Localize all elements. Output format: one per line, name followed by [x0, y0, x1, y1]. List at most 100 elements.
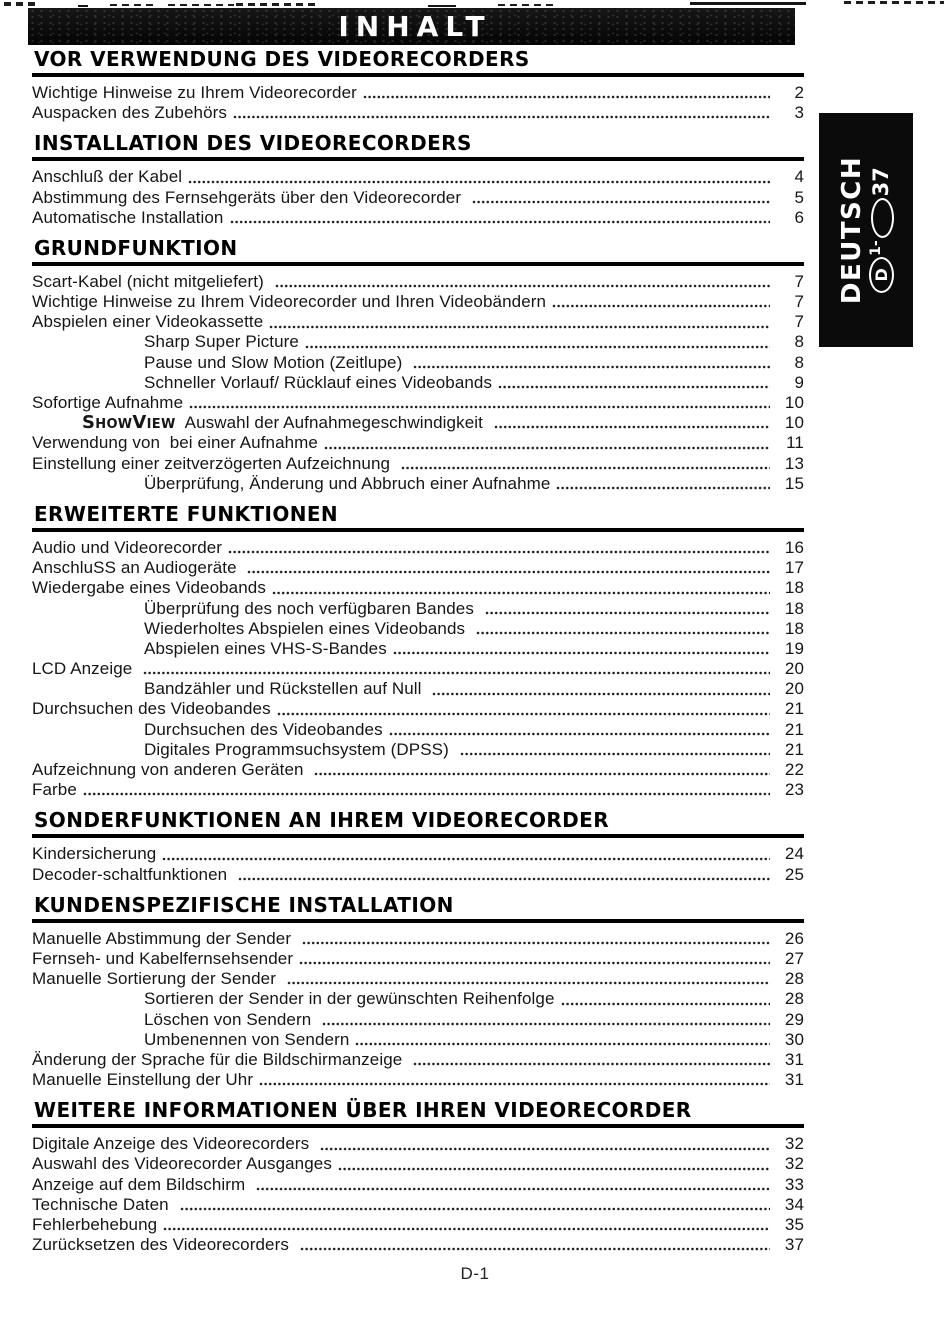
entry-label: Abspielen eines VHS-S-Bandes	[144, 638, 387, 658]
toc-entry: Automatische Installation 6	[32, 208, 804, 228]
dot-leader	[247, 569, 770, 576]
page-number: 15	[784, 473, 804, 493]
dot-leader	[498, 384, 770, 391]
section-heading: ERWEITERTE FUNKTIONEN	[32, 503, 804, 532]
scan-artifact	[690, 2, 806, 5]
showview-logo: ShowView	[82, 412, 176, 434]
page-number: 8	[794, 352, 804, 372]
entry-label: Sortieren der Sender in der gewünschten …	[144, 989, 555, 1009]
page-number: 11	[786, 433, 804, 453]
dot-leader	[362, 94, 770, 101]
dot-leader	[256, 1185, 770, 1192]
page-number: 24	[784, 844, 804, 864]
page-number: 20	[784, 679, 804, 699]
page-range-from: 1-	[868, 240, 885, 256]
oval-mark-icon	[871, 198, 895, 239]
toc-entry: Auswahl des Videorecorder Ausganges 32	[32, 1154, 804, 1175]
toc-section: WEITERE INFORMATIONEN ÜBER IHREN VIDEORE…	[32, 1099, 804, 1255]
entry-label: Abspielen einer Videokassette	[32, 312, 264, 332]
page-number: 23	[784, 780, 804, 800]
scan-artifact	[236, 3, 316, 6]
dot-leader	[475, 629, 770, 636]
dot-leader	[228, 549, 770, 556]
entry-label: Sharp Super Picture	[144, 332, 299, 352]
page-number: 32	[784, 1154, 804, 1174]
page-number: 17	[784, 558, 804, 578]
dot-leader	[471, 198, 770, 205]
dot-leader	[388, 730, 770, 737]
dot-leader	[299, 960, 770, 967]
dot-leader	[269, 323, 770, 330]
entry-label: Scart-Kabel (nicht mitgeliefert)	[32, 271, 269, 291]
dot-leader	[337, 1165, 770, 1172]
scan-artifact	[110, 4, 158, 6]
page-number: 21	[784, 699, 804, 719]
toc-entry: Manuelle Sortierung der Sender 28	[32, 969, 804, 989]
entry-label: Auswahl des Videorecorder Ausganges	[32, 1154, 332, 1174]
page-number: 32	[784, 1134, 804, 1154]
section-heading: GRUNDFUNKTION	[32, 237, 804, 266]
entry-label: Schneller Vorlauf/ Rücklauf eines Videob…	[144, 372, 493, 392]
entry-label: Decoder-schaltfunktionen	[32, 864, 233, 884]
toc-entry: Wiederholtes Abspielen eines Videobands …	[32, 619, 804, 639]
section-heading: SONDERFUNKTIONEN AN IHREM VIDEORECORDER	[32, 809, 804, 839]
page-number: 21	[784, 739, 804, 759]
toc-entry: Abspielen eines VHS-S-Bandes 19	[32, 639, 804, 659]
dot-leader	[355, 1040, 770, 1047]
language-tab-rotated-text: DEUTSCH D 1- 37	[819, 113, 913, 347]
page-number: 10	[784, 393, 804, 413]
toc-entry: Decoder-schaltfunktionen 25	[32, 865, 804, 885]
page-number: 22	[784, 760, 804, 780]
page-number: 4	[794, 167, 804, 187]
dot-leader	[484, 609, 770, 616]
page-number: 16	[784, 537, 804, 557]
entry-label: Digitale Anzeige des Videorecorders	[32, 1134, 315, 1154]
dot-leader	[162, 855, 770, 862]
toc: VOR VERWENDUNG DES VIDEORECORDERS Wichtig…	[32, 48, 804, 1255]
entry-label: Manuelle Abstimmung der Sender	[32, 928, 296, 948]
toc-entry: Umbenennen von Sendern 30	[32, 1030, 804, 1050]
dot-leader	[143, 670, 770, 677]
toc-entry: Wiedergabe eines Videobands 18	[32, 578, 804, 598]
entry-label: Automatische Installation	[32, 207, 224, 227]
dot-leader	[179, 1206, 770, 1213]
toc-section: KUNDENSPEZIFISCHE INSTALLATION Manuelle A…	[32, 894, 804, 1091]
section-heading: WEITERE INFORMATIONEN ÜBER IHREN VIDEORE…	[32, 1099, 804, 1129]
dot-leader	[188, 178, 770, 185]
page-number: 33	[784, 1174, 804, 1194]
dot-leader	[493, 424, 770, 431]
scan-artifact	[844, 1, 944, 4]
page-number: 28	[784, 989, 804, 1009]
entry-label: Sofortige Aufnahme	[32, 393, 184, 413]
toc-entry: Auspacken des Zubehörs 3	[32, 103, 804, 123]
page-number: 18	[784, 578, 804, 598]
entry-label: Einstellung einer zeitverzögerten Aufzei…	[32, 453, 395, 473]
language-tab: DEUTSCH D 1- 37	[819, 113, 913, 347]
page-number: 25	[784, 864, 804, 884]
toc-entry: Fehlerbehebung 35	[32, 1215, 804, 1235]
page-number: 2	[794, 82, 804, 102]
dot-leader	[233, 114, 770, 121]
entry-label: Wichtige Hinweise zu Ihrem Videorecorder…	[32, 292, 547, 312]
entry-label: Überprüfung des noch verfügbaren Bandes	[144, 598, 479, 618]
toc-section: INSTALLATION DES VIDEORECORDERS Anschluß …	[32, 132, 804, 228]
toc-section: GRUNDFUNKTION Scart-Kabel (nicht mitgelie…	[32, 237, 804, 494]
toc-entry: Überprüfung des noch verfügbaren Bandes …	[32, 599, 804, 619]
toc-entry: Abstimmung des Fernsehgeräts über den Vi…	[32, 188, 804, 208]
entry-label: Manuelle Sortierung der Sender	[32, 969, 281, 989]
toc-entry: Pause und Slow Motion (Zeitlupe) 8	[32, 353, 804, 373]
toc-entry: Anzeige auf dem Bildschirm 33	[32, 1175, 804, 1195]
dot-leader	[400, 464, 770, 471]
toc-entry: Sortieren der Sender in der gewünschten …	[32, 989, 804, 1009]
toc-entry: Änderung der Sprache für die Bildschirma…	[32, 1050, 804, 1070]
entry-label: Anzeige auf dem Bildschirm	[32, 1174, 251, 1194]
toc-entry: Abspielen einer Videokassette 7	[32, 312, 804, 332]
entry-label: Aufzeichnung von anderen Geräten	[32, 760, 309, 780]
entry-label: Durchsuchen des Videobandes	[144, 719, 383, 739]
toc-entry: Überprüfung, Änderung und Abbruch einer …	[32, 474, 804, 494]
page-number: 21	[784, 719, 804, 739]
entry-label: Wiederholtes Abspielen eines Videobands	[144, 618, 470, 638]
dot-leader	[238, 875, 770, 882]
dot-leader	[189, 404, 770, 411]
toc-entry: Wichtige Hinweise zu Ihrem Videorecorder…	[32, 292, 804, 312]
